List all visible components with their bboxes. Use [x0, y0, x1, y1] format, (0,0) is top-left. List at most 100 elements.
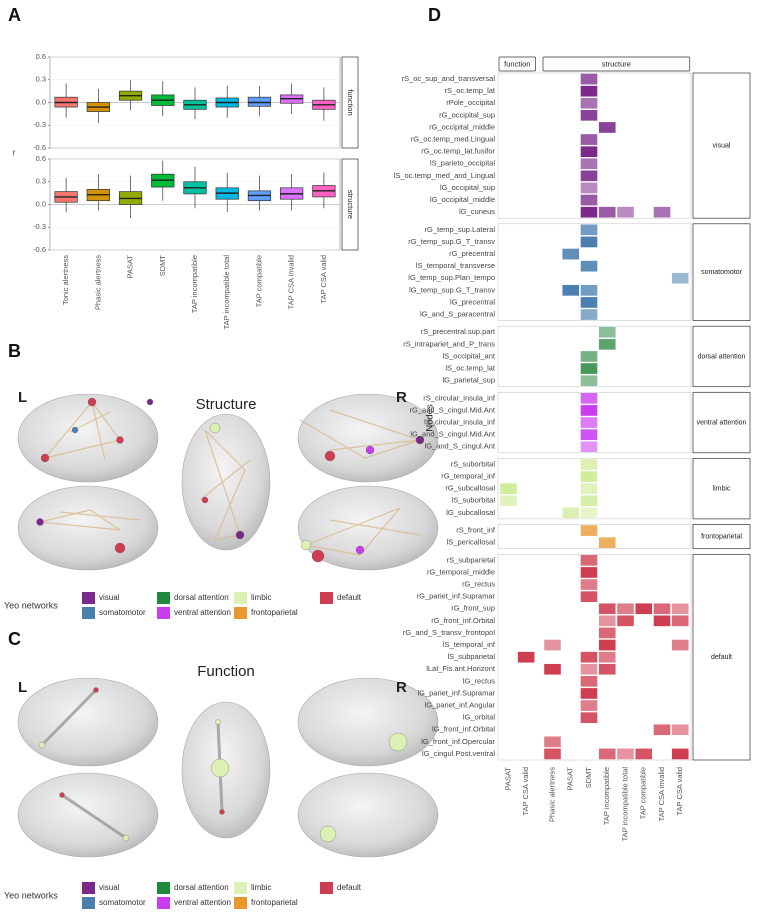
legend-label: limbic	[251, 883, 271, 892]
x-tick-label: Tonic alertness	[61, 255, 70, 305]
node-label: lS_oc.temp_med_and_Lingual	[394, 171, 496, 180]
facet-strip	[341, 158, 359, 251]
legend-swatch	[157, 607, 170, 619]
row-strip-label: visual	[713, 142, 731, 149]
legend-swatch	[157, 897, 170, 909]
heat-cell	[598, 121, 616, 134]
heat-cell	[580, 687, 598, 700]
row-group-frame	[497, 72, 692, 219]
node-label: rS_oc_sup_and_transversal	[402, 74, 496, 83]
heat-cell	[580, 109, 598, 122]
brain-title: Structure	[196, 396, 257, 413]
heat-cell	[580, 554, 598, 567]
node-label: lS_pericallosal	[447, 538, 496, 547]
column-strip	[542, 56, 691, 72]
heat-cell	[598, 651, 616, 663]
node-label: lG_orbital	[463, 713, 495, 722]
node-label: lG_cingul.Post.ventral	[422, 749, 495, 758]
row-strip-label: dorsal attention	[698, 353, 746, 360]
x-tick-label: Phasic alertness	[547, 767, 556, 822]
heat-cell	[580, 97, 598, 109]
legend-swatch	[82, 882, 95, 894]
heat-cell	[580, 675, 598, 688]
heat-cell	[671, 748, 689, 760]
legend-swatch	[157, 882, 170, 894]
heat-cell	[517, 651, 535, 663]
heat-cell	[580, 73, 598, 85]
heat-cell	[543, 663, 562, 676]
node-label: lS_suborbital	[452, 496, 496, 505]
legend-label: frontoparietal	[251, 608, 298, 617]
row-strip	[692, 458, 751, 520]
x-tick-label: TAP CSA valid	[319, 255, 328, 304]
y-tick-label: 0.0	[36, 199, 46, 208]
heat-cell	[671, 724, 689, 736]
heat-cell	[598, 639, 616, 651]
node-label: rG_rectus	[462, 580, 495, 589]
node-label: lLat_Fis.ant.Horizont	[426, 664, 496, 673]
node-label: rG_temporal_inf	[441, 472, 496, 481]
node-label: rG_precentral	[449, 249, 495, 258]
hemisphere-label: L	[18, 389, 27, 406]
heat-cell	[598, 536, 616, 549]
node-label: lG_occipital_sup	[440, 183, 495, 192]
x-tick-label: TAP compatible	[254, 255, 263, 307]
legend-label: dorsal attention	[174, 883, 229, 892]
heat-cell	[543, 639, 562, 651]
panel-label: A	[8, 5, 21, 25]
hemisphere-label: L	[18, 679, 27, 696]
heat-cell	[671, 639, 689, 651]
node-label: rS_subparietal	[447, 555, 496, 564]
node-label: rS_oc.temp_lat	[445, 86, 496, 95]
heat-cell	[653, 603, 671, 615]
heat-cell	[580, 133, 598, 146]
node-label: rG_front_inf.Orbital	[431, 616, 495, 625]
legend-swatch	[234, 897, 247, 909]
heat-cell	[580, 651, 598, 663]
node-label: lG_temp_sup.G_T_transv	[409, 285, 495, 294]
heat-cell	[616, 206, 635, 218]
legend-label: somatomotor	[99, 898, 146, 907]
node-label: rPole_occipital	[446, 98, 495, 107]
node-label: lG_occipital_middle	[430, 195, 495, 204]
node-label: lS_temporal_inf	[443, 640, 496, 649]
node-label: rG_occipital_sup	[439, 110, 495, 119]
heat-cell	[580, 308, 598, 321]
heat-cell	[580, 296, 598, 309]
node-label: rS_suborbital	[451, 459, 496, 468]
node-label: lS_temporal_transverse	[416, 261, 495, 270]
x-tick-label: Phasic alertness	[93, 255, 102, 310]
heat-cell	[562, 507, 580, 519]
heat-cell	[580, 578, 598, 591]
legend-swatch	[320, 882, 333, 894]
x-tick-label: PASAT	[566, 767, 575, 791]
heat-cell	[580, 416, 598, 429]
heat-cell	[653, 724, 671, 736]
y-axis-title: Nodes	[425, 404, 436, 432]
x-tick-label: TAP incompatible	[602, 767, 611, 825]
heat-cell	[580, 374, 598, 387]
node-label: lG_rectus	[463, 676, 495, 685]
node-label: rG_temp_sup.Lateral	[425, 225, 496, 234]
legend-label: dorsal attention	[174, 593, 229, 602]
row-strip	[692, 72, 751, 219]
facet-strip-label: structure	[346, 190, 355, 219]
panel-label: B	[8, 341, 21, 361]
facet-strip	[341, 56, 359, 149]
x-tick-label: TAP CSA invalid	[657, 767, 666, 821]
node-label: lG_and_S_cingul.Mid.Ant	[410, 430, 496, 439]
node-label: rG_oc.temp_lat.fusifor	[421, 147, 495, 156]
y-tick-label: 0.6	[36, 154, 46, 163]
node-label: rS_circular_insula_inf	[423, 393, 496, 402]
legend-label: default	[337, 593, 362, 602]
heat-cell	[616, 603, 635, 615]
legend-swatch	[157, 592, 170, 604]
node-label: rS_intrapariet_and_P_trans	[403, 339, 495, 348]
legend-label: default	[337, 883, 362, 892]
heat-cell	[598, 326, 616, 339]
row-strip	[692, 391, 751, 454]
heat-cell	[580, 260, 598, 272]
heat-cell	[580, 145, 598, 158]
row-group-frame	[497, 524, 692, 550]
x-tick-label: SDMT	[584, 767, 593, 789]
